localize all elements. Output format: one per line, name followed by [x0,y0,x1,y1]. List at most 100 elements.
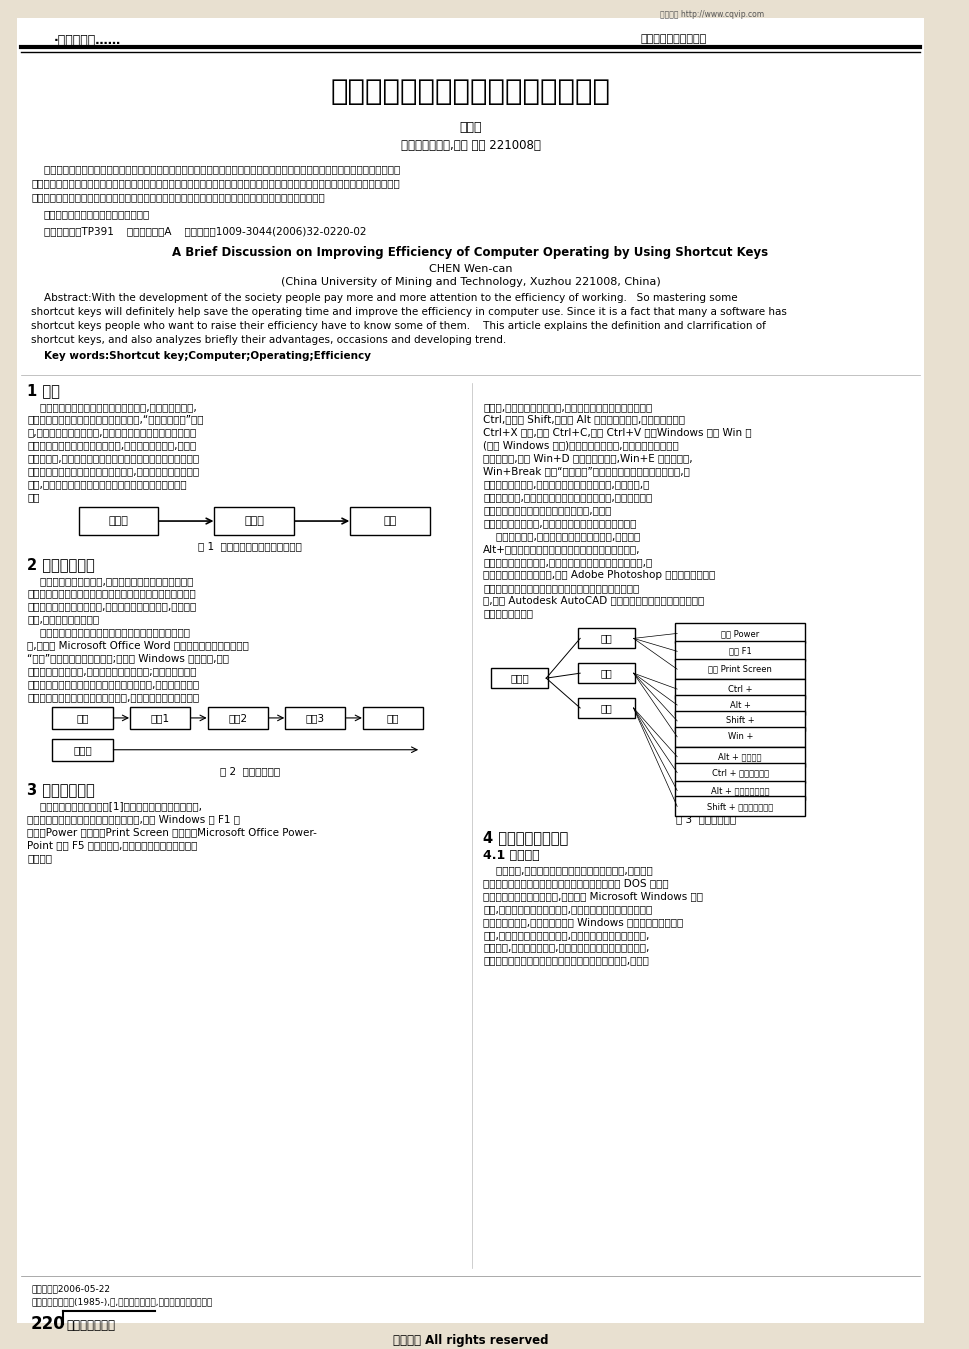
Text: Win+Break 打开“系统属性”对话框。某些软件的使用过程中,如: Win+Break 打开“系统属性”对话框。某些软件的使用过程中,如 [483,467,689,476]
FancyBboxPatch shape [674,641,804,661]
Text: 图 2  快捷键的原理: 图 2 快捷键的原理 [220,766,280,777]
FancyBboxPatch shape [674,623,804,643]
Text: 1 引言: 1 引言 [27,383,60,398]
Text: ·计算机教育……: ·计算机教育…… [53,34,120,47]
Text: 本栏目责任编辑：王力: 本栏目责任编辑：王力 [640,34,705,43]
Text: 使用,提高工作效率等等。: 使用,提高工作效率等等。 [27,615,99,625]
Text: shortcut keys will definitely help save the operating time and improve the effic: shortcut keys will definitely help save … [31,308,786,317]
Text: 捷键则通常理解为前文所提到的含义,即仅限于对键盘的操作。: 捷键则通常理解为前文所提到的含义,即仅限于对键盘的操作。 [27,692,199,701]
Text: 不同软件之间相同的命令很可能对应着相同的快捷键,用户使: 不同软件之间相同的命令很可能对应着相同的快捷键,用户使 [483,955,648,966]
FancyBboxPatch shape [285,707,345,728]
Text: 大的快捷键,例如 Win+D 最小化所有窗口,Win+E 资源管理器,: 大的快捷键,例如 Win+D 最小化所有窗口,Win+E 资源管理器, [483,453,692,464]
FancyBboxPatch shape [674,762,804,782]
Text: 改变鼠标操作的习惯,快捷键可以大大地提高工作效率。: 改变鼠标操作的习惯,快捷键可以大大地提高工作效率。 [483,518,636,527]
Text: 快捷键。键盘鼠标配合使用常见于对某些需要求较高的场: 快捷键。键盘鼠标配合使用常见于对某些需要求较高的场 [483,583,639,592]
Text: 则可以在这台计算机著及的信息化时代,提高对各种软件的操作: 则可以在这台计算机著及的信息化时代,提高对各种软件的操作 [27,467,199,476]
Text: 键的定义，按照快捷键的数目进行了分类，并简要分析介绍了使用快捷键的优点、应用场合以及发展趋势。: 键的定义，按照快捷键的数目进行了分类，并简要分析介绍了使用快捷键的优点、应用场合… [31,192,325,202]
Text: 显而易见,使用快捷键的最大优点就是方便快捷,它通过特: 显而易见,使用快捷键的最大优点就是方便快捷,它通过特 [483,865,652,876]
Text: Abstract:With the development of the society people pay more and more attention : Abstract:With the development of the soc… [31,293,736,304]
Text: 电脑知识与技术: 电脑知识与技术 [66,1318,115,1331]
Text: 鼠标时弹出快捷菜单,再进行相关的快捷操作;还有点击桌面上: 鼠标时弹出快捷菜单,再进行相关的快捷操作;还有点击桌面上 [27,666,197,676]
Text: 狭义: 狭义 [601,668,612,679]
FancyBboxPatch shape [130,707,190,728]
FancyBboxPatch shape [674,796,804,816]
Text: 以来,鼠标的使用次数大量增加,但是快捷键的地位仍然无法替: 以来,鼠标的使用次数大量增加,但是快捷键的地位仍然无法替 [483,904,652,913]
Text: 果能够结合快捷键,就可以避免鼠标的层层定位,层层启动,使: 果能够结合快捷键,就可以避免鼠标的层层定位,层层启动,使 [483,479,649,490]
Text: 都十分重视工作的效率。信息时代的来临,“信息高速公路”的建: 都十分重视工作的效率。信息时代的来临,“信息高速公路”的建 [27,414,203,425]
FancyBboxPatch shape [578,664,635,683]
Text: 效率: 效率 [383,517,396,526]
Text: shortcut keys people who want to raise their efficiency have to know some of the: shortcut keys people who want to raise t… [31,321,766,331]
Text: 关机 Power: 关机 Power [720,629,759,638]
FancyBboxPatch shape [490,668,547,688]
FancyBboxPatch shape [362,707,422,728]
Text: Alt+下划线字母可以快速转到某个菜单项。至于不多,: Alt+下划线字母可以快速转到某个菜单项。至于不多, [483,544,640,554]
Text: 摘要：随着社会的发展与时代的进步，人们越来越注重于工作效率。在计算机应用中，掌握一定量的快捷键，无疑将会节省操作时: 摘要：随着社会的发展与时代的进步，人们越来越注重于工作效率。在计算机应用中，掌握… [31,165,400,174]
Text: 式。: 式。 [27,492,40,502]
FancyBboxPatch shape [674,781,804,800]
Text: 广义的快捷键应当包含任何可以使得操作步骤省略的方: 广义的快捷键应当包含任何可以使得操作步骤省略的方 [27,627,190,638]
Text: Ctrl,换档键 Shift,转换键 Alt 构成相应的组合,例如广为采用的: Ctrl,换档键 Shift,转换键 Alt 构成相应的组合,例如广为采用的 [483,414,684,425]
Text: （中国矿业大学,江苏 徐州 221008）: （中国矿业大学,江苏 徐州 221008） [400,139,540,152]
FancyBboxPatch shape [674,679,804,699]
Text: 作用,但是如果能够结合快捷键,就可以避免鼠标的层层定位,: 作用,但是如果能够结合快捷键,就可以避免鼠标的层层定位, [483,929,649,940]
Text: CHEN Wen-can: CHEN Wen-can [428,264,512,274]
Text: 220: 220 [31,1314,66,1333]
Text: Ctrl+X 剪切,复制 Ctrl+C,粘贴 Ctrl+V 等。Windows 中的 Win 键: Ctrl+X 剪切,复制 Ctrl+C,粘贴 Ctrl+V 等。Windows … [483,428,751,437]
Text: 效率大大提高,同时快捷键又具有一定的通用性,不同软件之间: 效率大大提高,同时快捷键又具有一定的通用性,不同软件之间 [483,492,652,502]
Text: Key words:Shortcut key;Computer;Operating;Efficiency: Key words:Shortcut key;Computer;Operatin… [44,351,370,362]
Text: 间，使效率大大提高。事实证明快捷键已经广泛应用于各个门类的软件，成为人们高效操作计算机所必需掌握的内容。文章阐述了快捷: 间，使效率大大提高。事实证明快捷键已经广泛应用于各个门类的软件，成为人们高效操作… [31,178,399,188]
Text: 维普资讯 All rights reserved: 维普资讯 All rights reserved [392,1334,547,1348]
FancyBboxPatch shape [674,727,804,747]
Text: 收稿日期：2006-05-22: 收稿日期：2006-05-22 [31,1284,109,1294]
Text: 速度,是一种为社会、为自身节省资源与创造财富的简便形: 速度,是一种为社会、为自身节省资源与创造财富的简便形 [27,479,187,490]
Text: Alt + 快捷键移动文件: Alt + 快捷键移动文件 [710,786,768,795]
Text: 满足双键不够使用的情况,例如 Adobe Photoshop 软件中便有大量的: 满足双键不够使用的情况,例如 Adobe Photoshop 软件中便有大量的 [483,569,715,580]
Text: 度。人们在计算机的日常操作当中,如何提高使用效率,如何寻: 度。人们在计算机的日常操作当中,如何提高使用效率,如何寻 [27,441,196,451]
FancyBboxPatch shape [578,629,635,649]
Text: (China University of Mining and Technology, Xuzhou 221008, China): (China University of Mining and Technolo… [280,278,660,287]
Text: 代。可以推断出,虽然鼠标操作在 Windows 中发挥了淦漓尽致的: 代。可以推断出,虽然鼠标操作在 Windows 中发挥了淦漓尽致的 [483,917,683,927]
FancyBboxPatch shape [52,739,112,761]
Text: 快捷键: 快捷键 [109,517,128,526]
Text: Alt +: Alt + [729,700,750,710]
Text: 设,计算机相关行业的发展,进一步扩大了对工作效率的需求程: 设,计算机相关行业的发展,进一步扩大了对工作效率的需求程 [27,428,196,437]
Text: Shift +: Shift + [725,716,754,726]
Text: 步骤3: 步骤3 [305,712,325,723]
Text: 键盘鼠标摆配使用。单键的出现情况较少,例如 Windows 的 F1 帮: 键盘鼠标摆配使用。单键的出现情况较少,例如 Windows 的 F1 帮 [27,815,240,824]
Text: Ctrl + 单击鼠标文件: Ctrl + 单击鼠标文件 [711,768,768,777]
Text: 利用快捷键提高计算机操作效率浅谈: 利用快捷键提高计算机操作效率浅谈 [330,77,610,105]
Text: 作者简介：陈文灿(1985-),男,安徽省淮南市人,研究方向为机电工程。: 作者简介：陈文灿(1985-),男,安徽省淮南市人,研究方向为机电工程。 [31,1298,212,1307]
Text: 到高速度的目的。: 到高速度的目的。 [483,608,533,619]
Text: 结果: 结果 [387,712,399,723]
FancyBboxPatch shape [52,707,112,728]
FancyBboxPatch shape [350,507,429,536]
Text: Shift + 快捷键移动文件: Shift + 快捷键移动文件 [706,801,772,811]
FancyBboxPatch shape [578,697,635,718]
Text: 常用于快捷键的自定义,以及一些快捷键复杂繁多的软件中,以: 常用于快捷键的自定义,以及一些快捷键复杂繁多的软件中,以 [483,557,652,567]
FancyBboxPatch shape [674,695,804,715]
Text: Ctrl +: Ctrl + [728,684,752,693]
Text: 鼠标及按键操作的命令方式,目的在于简化操作过程,方便人员: 鼠标及按键操作的命令方式,目的在于简化操作过程,方便人员 [27,602,196,611]
Text: 图 1  快捷键与计算机及效率的关系: 图 1 快捷键与计算机及效率的关系 [199,541,302,550]
Text: 陈文灿: 陈文灿 [458,121,482,135]
Text: 定的按键或几个按键组合来表示一个命令。早期的 DOS 系统下: 定的按键或几个按键组合来表示一个命令。早期的 DOS 系统下 [483,878,668,888]
FancyBboxPatch shape [674,660,804,679]
Text: 的软件就经常会用到快捷键,虽然自从 Microsoft Windows 问世: 的软件就经常会用到快捷键,虽然自从 Microsoft Windows 问世 [483,890,703,901]
Text: “保存”快捷按鈕迅速保存文件;以及在 Windows 的使用中,右击: “保存”快捷按鈕迅速保存文件;以及在 Windows 的使用中,右击 [27,653,229,664]
Text: 步骤2: 步骤2 [228,712,247,723]
Text: 于单键,出现的场合大大增加,是最常用的形式。通常与控制键: 于单键,出现的场合大大增加,是最常用的形式。通常与控制键 [483,402,652,411]
Text: Alt + 双击鼠标: Alt + 双击鼠标 [718,753,762,761]
Text: Point 中的 F5 观看放映键,均可认为是单键快捷键。双: Point 中的 F5 观看放映键,均可认为是单键快捷键。双 [27,840,198,850]
Text: 2 快捷键的定义: 2 快捷键的定义 [27,557,95,572]
Text: 4.1 方便快捷: 4.1 方便快捷 [483,849,539,862]
Text: 相同的命令很可能对应着相同的快捷键,用户使: 相同的命令很可能对应着相同的快捷键,用户使 [483,505,610,515]
Text: shortcut keys, and also analyzes briefly their advantages, occasions and develop: shortcut keys, and also analyzes briefly… [31,335,506,345]
Text: 快捷键: 快捷键 [73,745,92,754]
Text: 3 快捹键的分类: 3 快捹键的分类 [27,782,95,797]
Text: 多键: 多键 [601,703,612,714]
Text: 当今世界已经全面进入高速发展的时期,无论在哪个行业,: 当今世界已经全面进入高速发展的时期,无论在哪个行业, [27,402,197,411]
Text: 按照同时按下的按键数目[1]可以分为单键、双键、多键,: 按照同时按下的按键数目[1]可以分为单键、双键、多键, [27,801,202,812]
Text: 步骤1: 步骤1 [150,712,170,723]
Text: 中国分类号：TP391    文献标识码：A    文章编号：1009-3044(2006)32-0220-02: 中国分类号：TP391 文献标识码：A 文章编号：1009-3044(2006)… [44,225,365,236]
